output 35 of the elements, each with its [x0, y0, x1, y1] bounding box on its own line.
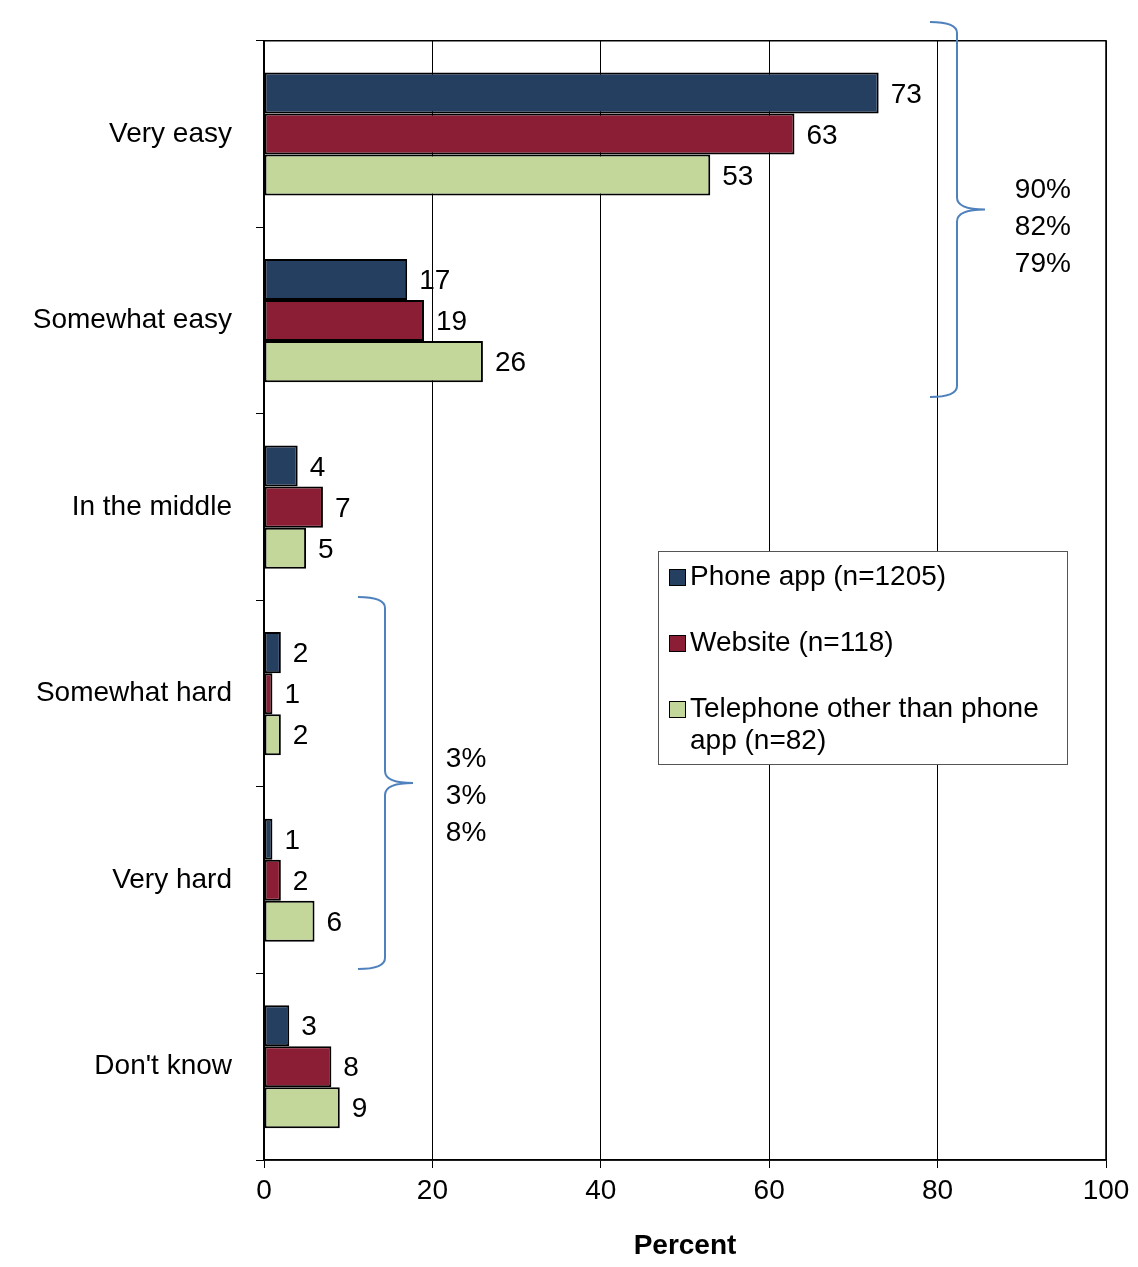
data-label: 63: [806, 118, 838, 150]
y-tick-label: Very easy: [109, 116, 232, 148]
y-tick-label: Very hard: [112, 862, 232, 894]
data-label: 19: [435, 305, 468, 337]
data-label: 1: [284, 678, 300, 710]
x-tick-label: 0: [256, 1173, 272, 1205]
data-label: 6: [326, 905, 343, 937]
legend-label: Website (n=118): [690, 626, 894, 658]
data-label: 4: [309, 450, 326, 482]
x-tick-label: 20: [416, 1173, 448, 1205]
data-label: 2: [292, 864, 309, 896]
legend-label: Phone app (n=1205): [690, 560, 947, 592]
y-tick-label: Somewhat easy: [32, 303, 232, 335]
y-tick-label: In the middle: [71, 489, 232, 521]
data-label: 3: [301, 1010, 317, 1042]
data-label: 26: [494, 346, 527, 378]
x-tick-label: 100: [1082, 1173, 1130, 1205]
data-label: 2: [292, 637, 309, 669]
data-label: 9: [351, 1092, 368, 1124]
annotation: 3% 3% 8%: [445, 741, 487, 847]
data-label: 8: [343, 1051, 359, 1083]
y-tick-label: Somewhat hard: [35, 676, 232, 708]
data-label: 2: [292, 719, 309, 751]
data-label: 73: [890, 77, 922, 109]
legend-label: Telephone other than phone app (n=82): [690, 692, 1040, 756]
x-axis-title: Percent: [633, 1228, 737, 1260]
x-tick-label: 40: [585, 1173, 617, 1205]
data-label: 53: [722, 159, 754, 191]
data-label: 1: [284, 823, 300, 855]
x-tick-label: 60: [753, 1173, 785, 1205]
x-tick-label: 80: [922, 1173, 954, 1205]
annotation: 90% 82% 79%: [1014, 173, 1071, 279]
data-label: 5: [318, 532, 334, 564]
y-tick-label: Don't know: [94, 1049, 233, 1081]
data-label: 7: [334, 491, 351, 523]
